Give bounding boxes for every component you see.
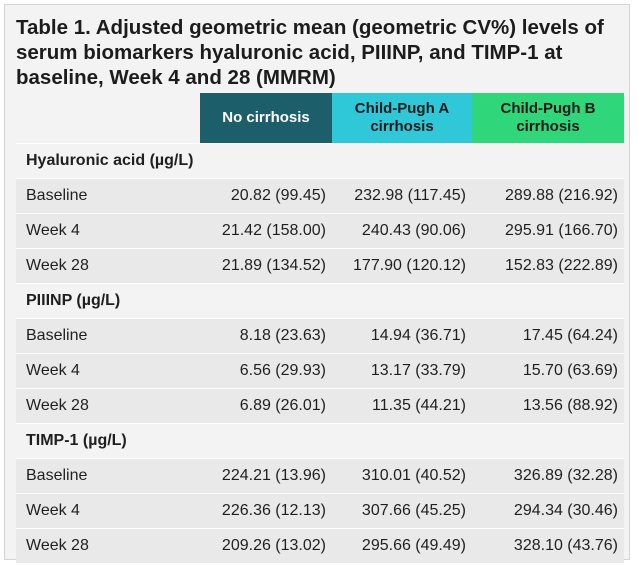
value-cell: 294.34 (30.46) bbox=[472, 493, 624, 529]
row-label: Baseline bbox=[16, 178, 200, 214]
value-cell: 310.01 (40.52) bbox=[332, 458, 472, 494]
header-child-pugh-b: Child-Pugh B cirrhosis bbox=[472, 93, 624, 144]
section-row: PIIINP (µg/L) bbox=[16, 283, 624, 319]
value-cell: 21.89 (134.52) bbox=[200, 248, 332, 284]
row-label: Week 4 bbox=[16, 493, 200, 529]
row-label: Week 28 bbox=[16, 528, 200, 563]
row-label: Baseline bbox=[16, 318, 200, 354]
section-heading: Hyaluronic acid (µg/L) bbox=[16, 143, 624, 179]
value-cell: 14.94 (36.71) bbox=[332, 318, 472, 354]
header-no-cirrhosis: No cirrhosis bbox=[200, 93, 332, 144]
value-cell: 6.56 (29.93) bbox=[200, 353, 332, 389]
table-row: Week 28 21.89 (134.52) 177.90 (120.12) 152.… bbox=[16, 248, 624, 284]
value-cell: 13.56 (88.92) bbox=[472, 388, 624, 424]
header-blank bbox=[16, 93, 200, 144]
value-cell: 240.43 (90.06) bbox=[332, 213, 472, 249]
value-cell: 307.66 (45.25) bbox=[332, 493, 472, 529]
header-row: No cirrhosis Child-Pugh A cirrhosis Chil… bbox=[16, 93, 624, 144]
value-cell: 6.89 (26.01) bbox=[200, 388, 332, 424]
row-label: Week 4 bbox=[16, 353, 200, 389]
value-cell: 295.91 (166.70) bbox=[472, 213, 624, 249]
row-label: Week 28 bbox=[16, 388, 200, 424]
table-body: Hyaluronic acid (µg/L) Baseline 20.82 (99.… bbox=[16, 143, 624, 563]
table-figure: Table 1. Adjusted geometric mean (geomet… bbox=[4, 4, 630, 563]
section-heading: TIMP-1 (µg/L) bbox=[16, 423, 624, 459]
value-cell: 8.18 (23.63) bbox=[200, 318, 332, 354]
value-cell: 328.10 (43.76) bbox=[472, 528, 624, 563]
row-label: Week 28 bbox=[16, 248, 200, 284]
value-cell: 17.45 (64.24) bbox=[472, 318, 624, 354]
section-heading: PIIINP (µg/L) bbox=[16, 283, 624, 319]
value-cell: 289.88 (216.92) bbox=[472, 178, 624, 214]
value-cell: 11.35 (44.21) bbox=[332, 388, 472, 424]
value-cell: 15.70 (63.69) bbox=[472, 353, 624, 389]
value-cell: 21.42 (158.00) bbox=[200, 213, 332, 249]
biomarker-table: No cirrhosis Child-Pugh A cirrhosis Chil… bbox=[16, 93, 624, 563]
row-label: Week 4 bbox=[16, 213, 200, 249]
value-cell: 326.89 (32.28) bbox=[472, 458, 624, 494]
table-row: Week 4 21.42 (158.00) 240.43 (90.06) 295.91… bbox=[16, 213, 624, 249]
table-row: Baseline 8.18 (23.63) 14.94 (36.71) 17.45 (… bbox=[16, 318, 624, 354]
table-row: Baseline 20.82 (99.45) 232.98 (117.45) 289.… bbox=[16, 178, 624, 214]
header-child-pugh-a: Child-Pugh A cirrhosis bbox=[332, 93, 472, 144]
value-cell: 209.26 (13.02) bbox=[200, 528, 332, 563]
table-row: Week 28 6.89 (26.01) 11.35 (44.21) 13.56 (8… bbox=[16, 388, 624, 424]
section-row: TIMP-1 (µg/L) bbox=[16, 423, 624, 459]
table-row: Week 4 6.56 (29.93) 13.17 (33.79) 15.70 (63… bbox=[16, 353, 624, 389]
section-row: Hyaluronic acid (µg/L) bbox=[16, 143, 624, 179]
row-label: Baseline bbox=[16, 458, 200, 494]
value-cell: 177.90 (120.12) bbox=[332, 248, 472, 284]
value-cell: 152.83 (222.89) bbox=[472, 248, 624, 284]
value-cell: 232.98 (117.45) bbox=[332, 178, 472, 214]
value-cell: 13.17 (33.79) bbox=[332, 353, 472, 389]
value-cell: 226.36 (12.13) bbox=[200, 493, 332, 529]
table-row: Week 28 209.26 (13.02) 295.66 (49.49) 328.1… bbox=[16, 528, 624, 563]
value-cell: 224.21 (13.96) bbox=[200, 458, 332, 494]
value-cell: 20.82 (99.45) bbox=[200, 178, 332, 214]
value-cell: 295.66 (49.49) bbox=[332, 528, 472, 563]
table-title: Table 1. Adjusted geometric mean (geomet… bbox=[16, 16, 604, 89]
table-row: Week 4 226.36 (12.13) 307.66 (45.25) 294.34… bbox=[16, 493, 624, 529]
table-row: Baseline 224.21 (13.96) 310.01 (40.52) 326.… bbox=[16, 458, 624, 494]
